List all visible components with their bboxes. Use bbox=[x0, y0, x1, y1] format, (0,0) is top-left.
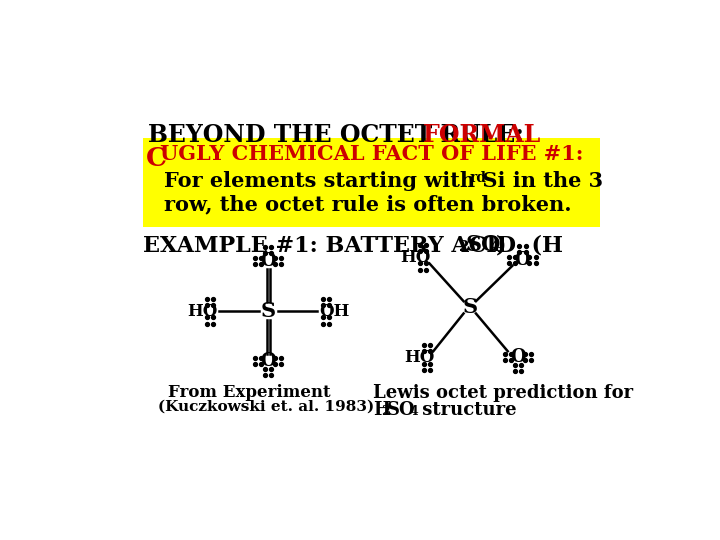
Text: Lewis octet prediction for: Lewis octet prediction for bbox=[373, 384, 633, 402]
Text: C: C bbox=[145, 146, 167, 171]
Text: HO: HO bbox=[187, 303, 217, 320]
Text: From Experiment: From Experiment bbox=[168, 384, 330, 401]
Text: 4: 4 bbox=[489, 240, 500, 254]
Text: SO: SO bbox=[387, 401, 415, 419]
Text: EXAMPLE #1: BATTERY ACID  (H: EXAMPLE #1: BATTERY ACID (H bbox=[143, 234, 563, 256]
FancyBboxPatch shape bbox=[143, 138, 600, 226]
Text: HO: HO bbox=[400, 249, 431, 266]
Text: SO: SO bbox=[466, 234, 501, 256]
Text: structure: structure bbox=[415, 401, 516, 419]
Text: 2: 2 bbox=[381, 405, 390, 418]
Text: O: O bbox=[261, 352, 276, 370]
Text: S: S bbox=[261, 301, 276, 321]
Text: FORMAL: FORMAL bbox=[423, 123, 541, 146]
Text: S: S bbox=[462, 298, 477, 318]
Text: rd: rd bbox=[469, 171, 487, 185]
Text: H: H bbox=[373, 401, 390, 419]
Text: O: O bbox=[510, 348, 526, 367]
Text: 2: 2 bbox=[459, 240, 469, 254]
Text: ): ) bbox=[496, 234, 507, 256]
Text: row, the octet rule is often broken.: row, the octet rule is often broken. bbox=[163, 194, 571, 214]
Text: For elements starting with Si in the 3: For elements starting with Si in the 3 bbox=[163, 171, 603, 191]
Text: (Kuczkowski et. al. 1983): (Kuczkowski et. al. 1983) bbox=[158, 400, 374, 414]
Text: BEYOND THE OCTET RULE:: BEYOND THE OCTET RULE: bbox=[148, 123, 541, 146]
Text: UGLY CHEMICAL FACT OF LIFE #1:: UGLY CHEMICAL FACT OF LIFE #1: bbox=[160, 144, 583, 164]
Text: O: O bbox=[515, 251, 530, 268]
Text: O: O bbox=[261, 252, 276, 270]
Text: HO: HO bbox=[404, 349, 435, 366]
Text: 4: 4 bbox=[409, 405, 418, 418]
Text: OH: OH bbox=[319, 303, 349, 320]
